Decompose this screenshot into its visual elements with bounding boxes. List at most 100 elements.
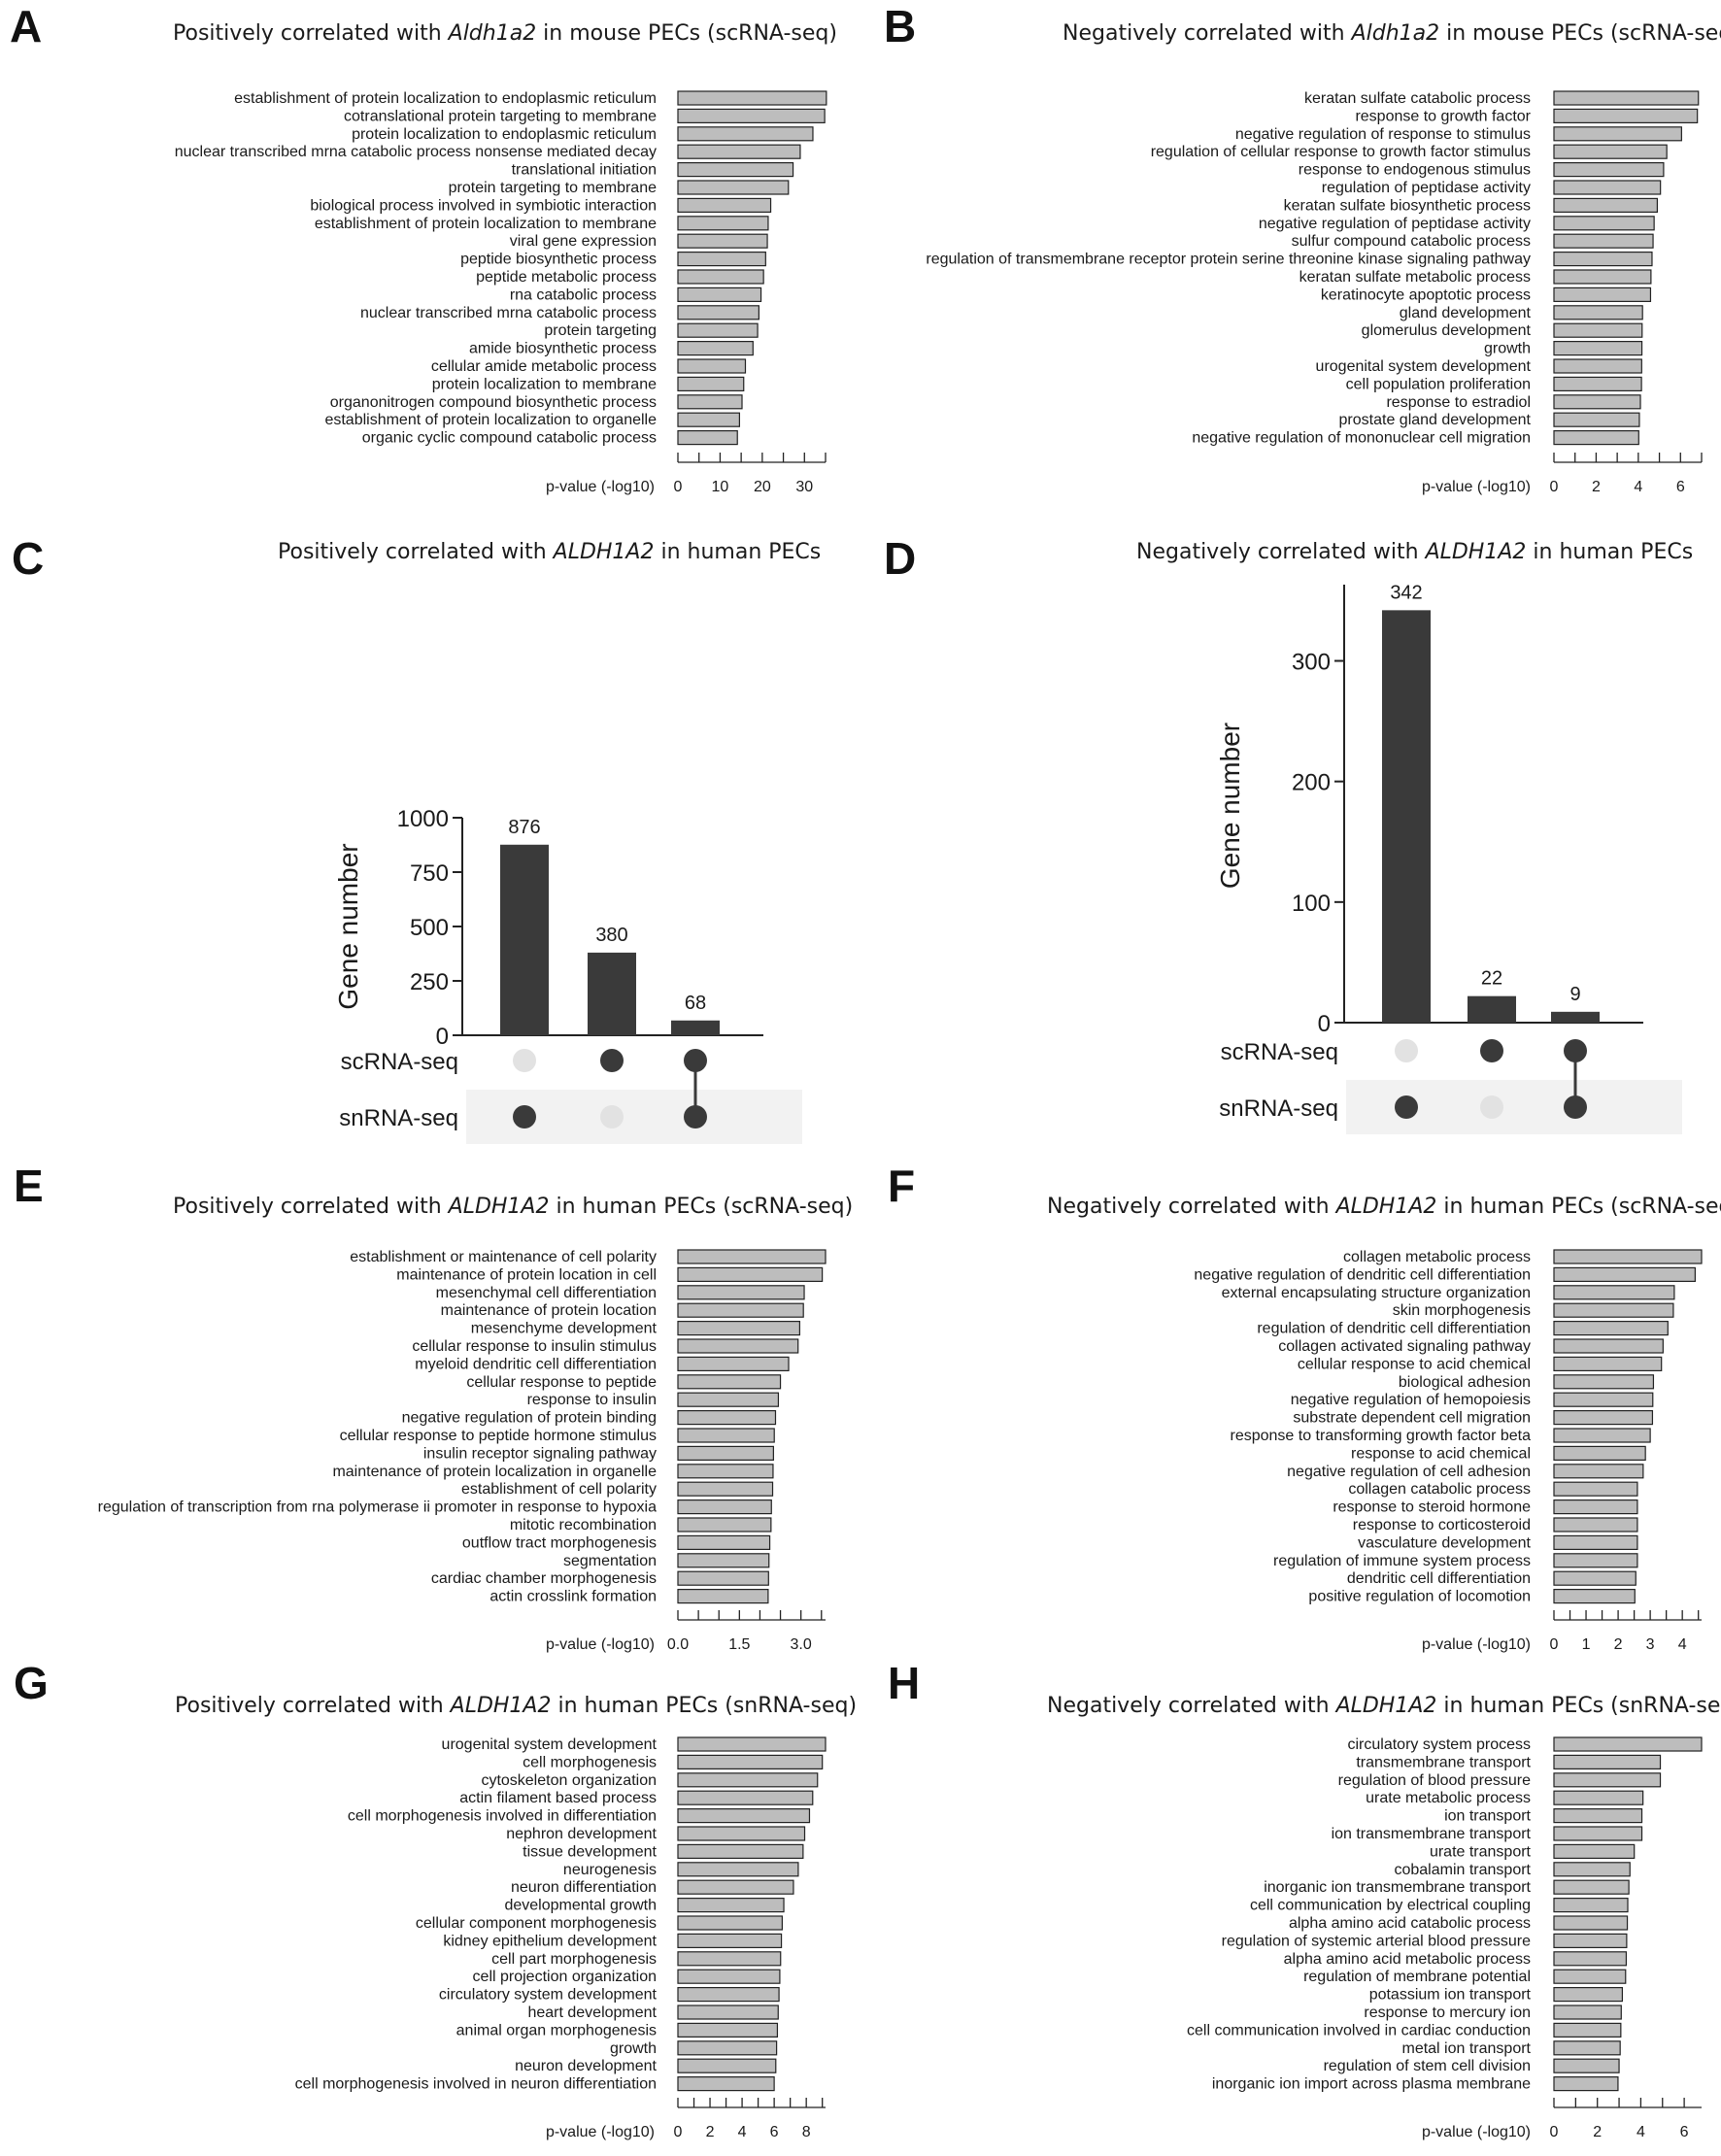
x-axis-title: p-value (-log10): [1422, 1636, 1531, 1653]
term-label: sulfur compound catabolic process: [1292, 233, 1531, 250]
y-axis-title: Gene number: [1215, 723, 1245, 889]
term-label: cell population proliferation: [1346, 376, 1531, 392]
term-label: maintenance of protein location in cell: [396, 1266, 657, 1283]
pvalue-bar: [1553, 90, 1700, 106]
pvalue-bar: [677, 1249, 827, 1264]
term-label: myeloid dendritic cell differentiation: [415, 1356, 657, 1372]
set-label: snRNA-seq: [1219, 1095, 1338, 1122]
pvalue-bar: [1553, 1249, 1703, 1264]
pvalue-bar: [677, 1736, 827, 1752]
x-tick-label: 6: [770, 2124, 779, 2140]
term-label: negative regulation of hemopoiesis: [1291, 1392, 1531, 1408]
panel-e-barchart: establishment or maintenance of cell pol…: [98, 1249, 827, 1653]
pvalue-bar: [1553, 2004, 1622, 2020]
intersection-bar: [1551, 1011, 1600, 1023]
pvalue-bar: [677, 1588, 769, 1604]
title-text-h2: in human PECs (snRNA-seq): [1436, 1694, 1721, 1718]
term-label: mesenchymal cell differentiation: [436, 1285, 657, 1301]
pvalue-bar: [677, 1320, 801, 1336]
term-label: inorganic ion transmembrane transport: [1264, 1879, 1531, 1896]
pvalue-bar: [677, 1807, 811, 1824]
y-tick-label: 1000: [397, 806, 449, 832]
title-gene-d: ALDH1A2: [1425, 540, 1527, 564]
pvalue-bar: [677, 90, 827, 106]
pvalue-bar: [1553, 412, 1640, 427]
term-label: protein localization to membrane: [432, 376, 657, 392]
x-axis-title: p-value (-log10): [1422, 479, 1531, 495]
title-text-b2: in mouse PECs (scRNA-seq): [1439, 21, 1721, 46]
term-label: actin filament based process: [459, 1790, 657, 1806]
pvalue-bar: [677, 412, 741, 427]
term-label: neuron differentiation: [511, 1879, 657, 1896]
term-label: cell part morphogenesis: [491, 1951, 657, 1968]
pvalue-bar: [677, 233, 768, 249]
x-tick-label: 0: [1550, 2124, 1559, 2140]
pvalue-bar: [1553, 108, 1699, 124]
pvalue-bar: [677, 358, 747, 374]
pvalue-bar: [1553, 1553, 1638, 1568]
y-tick-label: 0: [1318, 1011, 1331, 1037]
title-gene-c: ALDH1A2: [553, 540, 655, 564]
pvalue-bar: [1553, 1772, 1662, 1788]
pvalue-bar: [1553, 1428, 1651, 1443]
pvalue-bar: [677, 1570, 769, 1586]
term-label: cellular component morphogenesis: [416, 1915, 657, 1932]
term-label: negative regulation of cell adhesion: [1287, 1464, 1531, 1480]
term-label: tissue development: [523, 1843, 657, 1860]
panel-c-upset: 0 250 500 750 1000 Gene number 876 380 68 scRNA-s…: [333, 806, 802, 1144]
pvalue-bar: [677, 1772, 819, 1788]
x-tick-label: 1.5: [728, 1636, 750, 1653]
pvalue-bar: [677, 305, 759, 320]
pvalue-bar: [677, 1338, 799, 1354]
title-text-h1: Negatively correlated with: [1047, 1694, 1336, 1718]
term-label: keratan sulfate biosynthetic process: [1284, 197, 1531, 214]
term-label: circulatory system process: [1348, 1736, 1532, 1753]
pvalue-bar: [1553, 1754, 1662, 1770]
pvalue-bar: [1553, 1266, 1696, 1283]
term-label: collagen catabolic process: [1348, 1481, 1531, 1498]
pvalue-bar: [1553, 286, 1652, 302]
term-label: regulation of cellular response to growt…: [1151, 144, 1531, 160]
pvalue-bar: [677, 1481, 774, 1497]
pvalue-bar: [1553, 1807, 1643, 1824]
pvalue-bar: [1553, 1588, 1636, 1604]
pvalue-bar: [677, 1879, 794, 1895]
x-tick-label: 0: [1550, 479, 1559, 495]
title-text-c2: in human PECs: [654, 540, 822, 564]
pvalue-bar: [677, 341, 754, 356]
y-tick-label: 500: [410, 915, 449, 941]
pvalue-bar: [1553, 1517, 1638, 1533]
term-label: cell communication involved in cardiac c…: [1187, 2022, 1531, 2038]
y-tick-label: 100: [1292, 891, 1331, 917]
y-tick-label: 0: [436, 1024, 449, 1050]
pvalue-bar: [677, 376, 745, 391]
term-label: negative regulation of peptidase activit…: [1259, 216, 1531, 232]
pvalue-bar: [677, 162, 794, 178]
term-label: cotranslational protein targeting to mem…: [344, 108, 657, 124]
term-label: ion transmembrane transport: [1332, 1826, 1532, 1842]
pvalue-bar: [677, 144, 801, 159]
term-label: cytoskeleton organization: [481, 1772, 657, 1789]
panel-title-g: Positively correlated with ALDH1A2 in hu…: [175, 1694, 857, 1718]
term-label: maintenance of protein location: [441, 1302, 657, 1319]
pvalue-bar: [677, 1915, 783, 1931]
pvalue-bar: [677, 1969, 781, 1984]
pvalue-bar: [1553, 2058, 1620, 2073]
matrix-dot-empty: [600, 1105, 624, 1129]
matrix-dot-filled: [513, 1105, 536, 1129]
matrix-dot-filled: [600, 1049, 624, 1072]
pvalue-bar: [677, 1374, 782, 1390]
term-label: viral gene expression: [510, 233, 657, 250]
term-label: actin crosslink formation: [489, 1589, 657, 1605]
term-label: response to steroid hormone: [1333, 1499, 1531, 1516]
pvalue-bar: [1553, 233, 1654, 249]
intersection-bar: [588, 952, 636, 1035]
pvalue-bar: [1553, 2040, 1621, 2056]
pvalue-bar: [1553, 1862, 1631, 1877]
term-label: cellular response to peptide: [466, 1374, 657, 1391]
term-label: nephron development: [506, 1826, 657, 1842]
x-axis-title: p-value (-log10): [546, 2124, 655, 2140]
set-label: scRNA-seq: [1221, 1039, 1338, 1065]
x-axis-title: p-value (-log10): [546, 479, 655, 495]
